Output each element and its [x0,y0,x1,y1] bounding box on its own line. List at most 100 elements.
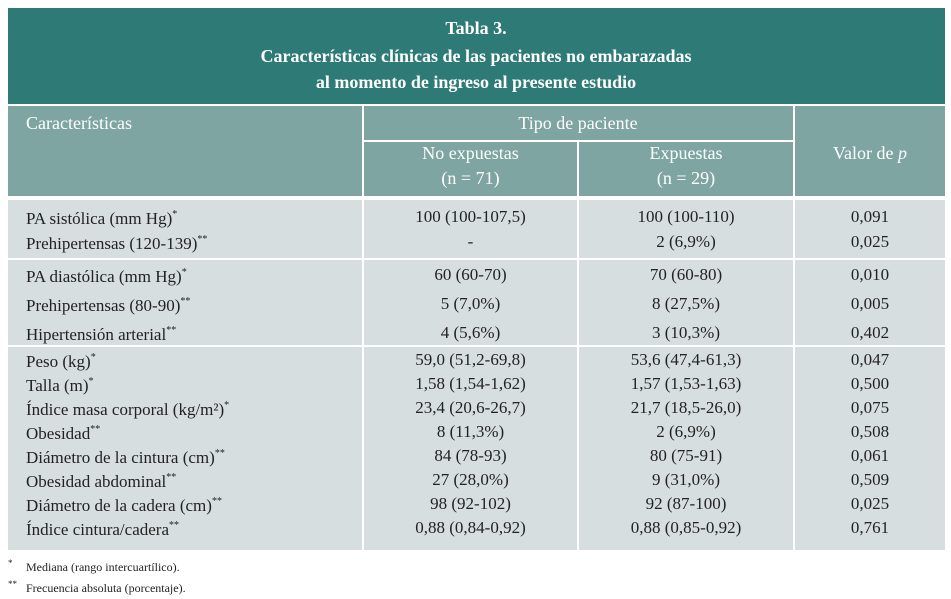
footnote-mark: ** [214,448,225,460]
cell-value: 0,500 [850,374,890,393]
body-cell [8,200,362,258]
header-cell [8,106,362,196]
footnote-mark: ** [211,496,222,508]
cell-value: 2 (6,9%) [656,231,716,251]
body-cell [364,347,577,550]
row-label-text: PA sistólica (mm Hg) [26,208,173,228]
cell-value: 0,508 [850,422,890,441]
header-variable: p [897,143,907,163]
row-label-text: Prehipertensas (120-139) [26,233,198,253]
row-label: Obesidad abdominal** [26,468,176,492]
row-label: PA diastólica (mm Hg)* [26,263,187,287]
cell-value: 0,509 [850,470,890,489]
title-line: Características clínicas de las paciente… [260,46,692,66]
footnote-mark: * [181,266,187,278]
body-cell [579,347,793,550]
footnote-text: Frecuencia absoluta (porcentaje). [26,581,186,595]
cell-value: 0,88 (0,84-0,92) [415,518,526,537]
cell-value: 98 (92-102) [430,494,511,513]
cell-value: 60 (60-70) [434,264,507,284]
cell-value: 4 (5,6%) [440,322,501,342]
cell-value: 100 (100-107,5) [415,206,526,226]
header-label: Expuestas [649,143,723,163]
cell-value: 53,6 (47,4-61,3) [630,350,742,369]
cell-value: 2 (6,9%) [656,422,716,441]
body-cell [364,200,577,258]
row-label-text: Índice cintura/cadera [26,519,169,539]
body-cell [795,347,945,550]
header-label: (n = 71) [441,168,500,188]
body-cell [579,200,793,258]
footnote-mark: * [90,352,96,364]
body-cell [364,260,577,345]
footnote-mark: * [8,558,13,568]
cell-value: 80 (75-91) [649,446,723,465]
row-label-text: Prehipertensas (80-90) [26,295,181,315]
footnote-mark: ** [166,324,177,336]
row-label: Diámetro de la cadera (cm)** [26,492,222,516]
row-label: Prehipertensas (80-90)** [26,292,190,316]
cell-value: 0,047 [850,350,890,369]
title-line: al momento de ingreso al presente estudi… [315,72,637,92]
cell-value: 1,58 (1,54-1,62) [415,374,526,393]
header-label: Valor de p [833,143,907,163]
cell-value: 23,4 (20,6-26,7) [415,398,526,417]
row-label: Talla (m)* [26,372,94,396]
row-label: PA sistólica (mm Hg)* [26,205,177,229]
cell-value: 0,005 [850,293,890,313]
row-label-text: Diámetro de la cintura (cm) [26,447,215,467]
footnote-mark: * [224,400,230,412]
row-label: Índice masa corporal (kg/m²)* [26,396,229,420]
row-label: Hipertensión arterial** [26,321,176,345]
body-cell [579,260,793,345]
footnote-mark: ** [166,472,177,484]
cell-value: 9 (31,0%) [652,470,720,489]
row-label-text: Peso (kg) [26,351,91,371]
row-label-text: Obesidad abdominal [26,471,167,491]
cell-value: 0,061 [850,446,890,465]
footnote-mark: * [88,376,94,388]
row-label-text: Índice masa corporal (kg/m²) [26,399,225,419]
header-label: Tipo de paciente [518,113,638,133]
row-label: Índice cintura/cadera** [26,516,179,540]
body-cell [795,200,945,258]
cell-value: 0,402 [850,322,890,342]
footnote-mark: ** [180,295,191,307]
cell-value: 92 (87-100) [645,494,727,513]
header-label: No expuestas [422,143,519,163]
header-cell [795,106,945,196]
cell-value: 1,57 (1,53-1,63) [630,374,742,393]
cell-value: 5 (7,0%) [440,293,501,313]
cell-value: 0,88 (0,85-0,92) [630,518,742,537]
cell-value: 0,075 [850,398,890,417]
body-cell [8,347,362,550]
cell-value: 100 (100-110) [637,206,735,226]
header-cell [579,142,793,196]
footnote-mark: ** [8,579,17,589]
cell-value: 8 (27,5%) [652,293,720,313]
row-label: Prehipertensas (120-139)** [26,230,207,254]
cell-value: 84 (78-93) [434,446,507,465]
body-cell [8,260,362,345]
footnote-mark: * [172,208,178,220]
cell-value: 0,025 [850,494,890,513]
cell-value: 8 (11,3%) [436,422,505,441]
row-label: Peso (kg)* [26,348,96,372]
cell-value: - [467,231,474,251]
footnote-mark: ** [90,424,101,436]
footnote-mark: ** [197,233,208,245]
row-label-text: PA diastólica (mm Hg) [26,266,182,286]
row-label-text: Talla (m) [26,375,89,395]
title-band [8,8,945,104]
row-label-text: Hipertensión arterial [26,324,167,344]
cell-value: 3 (10,3%) [652,322,720,342]
cell-value: 70 (60-80) [649,264,723,284]
cell-value: 0,010 [850,264,890,284]
header-cell [364,142,577,196]
footnote-mark: ** [169,520,179,532]
row-label-text: Diámetro de la cadera (cm) [26,495,212,515]
cell-value: 21,7 (18,5-26,0) [630,398,742,417]
footnote-text: Mediana (rango intercuartílico). [26,560,180,574]
header-text: Valor de [833,143,894,163]
body-cell [795,260,945,345]
